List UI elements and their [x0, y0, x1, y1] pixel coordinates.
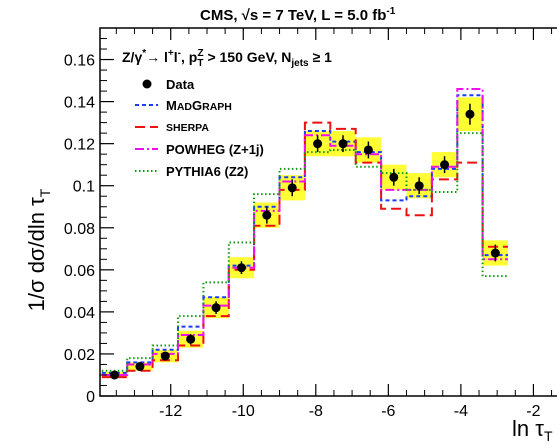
selection-pt-sup: Z	[197, 48, 203, 59]
data-point	[262, 210, 272, 220]
data-points	[110, 103, 500, 380]
y-tick-label: 0.06	[64, 263, 95, 280]
legend-sherpa-label: SHERPA	[166, 122, 209, 134]
selection-arrow: → l	[146, 49, 168, 65]
x-axis-label: ln τT	[512, 416, 553, 444]
legend-data-marker	[142, 79, 152, 89]
x-tick-label: -6	[381, 403, 395, 420]
data-point	[211, 303, 221, 313]
mc-curves	[101, 88, 508, 379]
legend-madgraph-label: MADGRAPH	[166, 98, 232, 113]
y-tick-label: 0.14	[64, 95, 95, 112]
data-point	[313, 139, 323, 149]
data-point	[287, 183, 297, 193]
series-pythia6-z2--line	[101, 132, 508, 372]
series-powheg-z-1j--line	[101, 88, 508, 376]
legend: Data MADGRAPH SHERPA POWHEG (Z+1j) PYTHI…	[135, 77, 264, 179]
y-axis-label-text: 1/σ dσ/dln τ	[24, 197, 49, 311]
data-point	[135, 362, 145, 372]
legend-data-label: Data	[166, 77, 195, 92]
x-tick-label: -8	[309, 403, 323, 420]
y-tick-label: 0	[86, 389, 95, 406]
x-axis-label-sub: T	[544, 428, 553, 444]
selection-pt-sub: T	[197, 58, 203, 69]
y-tick-label: 0.16	[64, 53, 95, 70]
selection-minus-sup: -	[178, 48, 181, 59]
x-tick-label: -10	[232, 403, 255, 420]
data-point	[186, 334, 196, 344]
data-point	[440, 160, 450, 170]
data-point	[414, 181, 424, 191]
data-point	[490, 248, 500, 258]
selection-plus: +	[168, 48, 174, 59]
selection-njets-sub: jets	[290, 58, 309, 69]
x-tick-label: -12	[159, 403, 182, 420]
plot-frame	[99, 27, 557, 397]
data-point	[389, 172, 399, 182]
y-axis-label-sub: T	[37, 188, 53, 197]
x-axis-label-text: ln τ	[512, 416, 544, 441]
selection-njets-cut: ≥ 1	[309, 49, 332, 65]
data-point	[160, 351, 170, 361]
frame-path	[99, 27, 557, 397]
y-tick-label: 0.04	[64, 305, 95, 322]
chart-title: CMS, √s = 7 TeV, L = 5.0 fb-1	[200, 6, 396, 24]
y-axis-label: 1/σ dσ/dln τT	[24, 188, 53, 311]
chart-title-superscript: -1	[386, 6, 395, 17]
selection-star: *	[142, 48, 146, 59]
chart-title-text: CMS, √s = 7 TeV, L = 5.0 fb	[200, 7, 386, 24]
y-tick-label: 0.08	[64, 221, 95, 238]
y-tick-label: 0.02	[64, 347, 95, 364]
selection-main: Z/γ	[122, 49, 142, 65]
x-tick-label: -2	[526, 403, 540, 420]
data-point	[465, 109, 475, 119]
selection-cut-prefix: , p	[181, 49, 197, 65]
data-point	[338, 139, 348, 149]
axis-ticks: -12 -10 -8 -6 -4 -2 0 0.02 0.04 0.06 0.08 0.1 0.12 0.…	[64, 28, 553, 420]
data-point	[363, 145, 373, 155]
data-point	[110, 370, 120, 380]
legend-powheg-label: POWHEG (Z+1j)	[166, 142, 264, 157]
data-point	[236, 263, 246, 273]
y-tick-label: 0.12	[64, 137, 95, 154]
selection-cut-value: > 150 GeV, N	[204, 49, 292, 65]
x-tick-label: -4	[454, 403, 468, 420]
legend-pythia-label: PYTHIA6 (Z2)	[166, 164, 248, 179]
selection-label: Z/γ*→ l+l-, pTZ > 150 GeV, Njets ≥ 1	[122, 48, 332, 69]
selection-lminus: l	[174, 49, 178, 65]
y-tick-label: 0.1	[73, 179, 95, 196]
